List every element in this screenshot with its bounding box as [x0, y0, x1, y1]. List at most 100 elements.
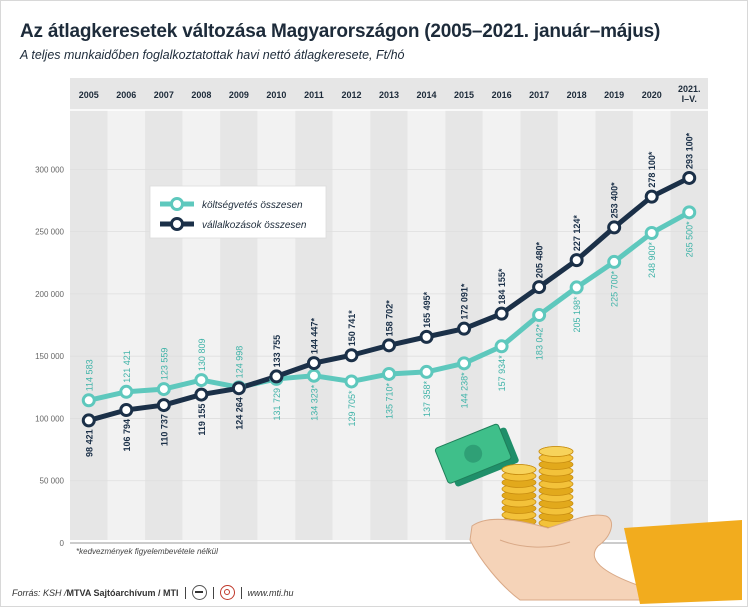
x-tick-label: 2018 [567, 90, 587, 100]
column-band [257, 78, 296, 540]
legend-koltsegvetes-marker [170, 197, 184, 211]
data-label-koltsegvetes: 137 358* [422, 380, 432, 417]
mti-logo-icon [219, 585, 235, 600]
data-label-vallalkozasok: 172 091* [460, 283, 470, 320]
data-label-koltsegvetes: 225 700* [610, 270, 620, 307]
coin-stacks-icon [501, 446, 574, 534]
point-koltsegvetes [344, 374, 359, 389]
column-band [332, 78, 371, 540]
data-label-koltsegvetes: 121 421 [122, 350, 132, 383]
legend-vallalkozasok-marker [170, 217, 184, 231]
data-label-vallalkozasok: 124 264 [234, 397, 244, 430]
legend-vallalkozasok-label: vállalkozások összesen [202, 220, 307, 231]
data-label-vallalkozasok: 293 100* [685, 132, 695, 169]
data-label-koltsegvetes: 124 998 [234, 346, 244, 379]
data-label-koltsegvetes: 157 934* [497, 355, 507, 392]
point-koltsegvetes [607, 254, 622, 269]
data-label-koltsegvetes: 265 500* [685, 221, 695, 258]
point-vallalkozasok [569, 253, 584, 268]
point-koltsegvetes [382, 366, 396, 381]
data-label-vallalkozasok: 98 421 [84, 429, 94, 457]
point-vallalkozasok [382, 338, 396, 353]
point-vallalkozasok [306, 356, 321, 371]
x-tick-label: 2014 [417, 90, 437, 100]
data-label-vallalkozasok: 119 155 [197, 404, 207, 436]
data-label-vallalkozasok: 184 155* [497, 268, 507, 305]
point-vallalkozasok [682, 170, 697, 185]
point-koltsegvetes [532, 308, 547, 323]
y-tick-label: 250 000 [35, 228, 64, 237]
x-tick-label: 2007 [154, 90, 174, 100]
x-tick-label: 2019 [604, 90, 624, 100]
x-tick-label: 2017 [529, 90, 549, 100]
data-label-koltsegvetes: 130 809 [197, 339, 207, 372]
point-koltsegvetes [194, 373, 209, 388]
column-band [370, 78, 408, 540]
x-tick-label: 2015 [454, 90, 474, 100]
data-label-vallalkozasok: 158 702* [385, 300, 395, 337]
chart-title: Az átlagkeresetek változása Magyarország… [20, 21, 661, 42]
banknotes-icon [434, 423, 519, 487]
data-label-koltsegvetes: 135 710* [385, 382, 395, 419]
point-koltsegvetes [682, 205, 697, 220]
data-label-vallalkozasok: 106 794 [122, 419, 132, 452]
x-tick-label: 2005 [79, 90, 99, 100]
chart-subtitle: A teljes munkaidőben foglalkoztatottak h… [20, 48, 405, 62]
data-label-koltsegvetes: 205 198* [572, 296, 582, 333]
point-vallalkozasok [644, 189, 659, 204]
data-label-vallalkozasok: 110 737 [159, 414, 169, 446]
footer-source: Forrás: KSH / [12, 587, 67, 598]
x-tick-label: 2012 [341, 90, 361, 100]
data-label-koltsegvetes: 134 323* [309, 384, 319, 421]
column-band [145, 78, 183, 540]
illustration [434, 423, 742, 604]
data-label-vallalkozasok: 150 741* [347, 310, 357, 347]
footer-url: www.mti.hu [247, 587, 294, 598]
data-label-koltsegvetes: 144 238* [460, 372, 470, 409]
data-label-koltsegvetes: 248 900* [647, 242, 657, 279]
point-vallalkozasok [269, 369, 284, 384]
data-label-vallalkozasok: 133 755 [272, 335, 282, 368]
point-koltsegvetes [119, 384, 134, 399]
point-vallalkozasok [156, 398, 171, 413]
footer-archive: MTVA Sajtóarchívum / MTI [66, 587, 179, 598]
data-label-vallalkozasok: 227 124* [572, 215, 582, 252]
point-vallalkozasok [81, 413, 96, 428]
point-vallalkozasok [607, 220, 622, 235]
y-tick-label: 100 000 [35, 414, 64, 423]
data-label-koltsegvetes: 129 705* [347, 390, 357, 427]
data-label-koltsegvetes: 114 583 [84, 359, 94, 391]
hand-icon [469, 514, 641, 601]
column-band [595, 78, 633, 540]
point-koltsegvetes [156, 382, 171, 397]
point-vallalkozasok [457, 321, 472, 336]
point-koltsegvetes [569, 280, 584, 295]
point-vallalkozasok [532, 280, 547, 295]
sleeve-icon [624, 520, 742, 604]
point-vallalkozasok [194, 387, 209, 402]
column-band [107, 78, 146, 540]
data-label-vallalkozasok: 144 447* [309, 318, 319, 355]
mtva-logo-icon [191, 585, 207, 600]
x-tick-label: 2008 [191, 90, 211, 100]
x-tick-label: 2020 [642, 90, 662, 100]
point-koltsegvetes [457, 356, 472, 371]
column-band [182, 78, 221, 540]
point-koltsegvetes [306, 368, 321, 383]
data-label-koltsegvetes: 123 559 [159, 348, 169, 381]
x-tick-label: 2021. I–V. [678, 84, 701, 104]
data-label-vallalkozasok: 253 400* [610, 182, 620, 219]
point-vallalkozasok [419, 329, 434, 344]
y-tick-label: 300 000 [35, 165, 64, 174]
y-tick-label: 50 000 [40, 477, 65, 486]
column-band [670, 78, 708, 540]
data-label-koltsegvetes: 183 042* [535, 324, 545, 361]
column-band [407, 78, 446, 540]
column-band [295, 78, 333, 540]
data-label-vallalkozasok: 205 480* [535, 242, 545, 279]
x-tick-label: 2016 [492, 90, 512, 100]
point-vallalkozasok [494, 306, 509, 321]
point-vallalkozasok [344, 348, 359, 363]
